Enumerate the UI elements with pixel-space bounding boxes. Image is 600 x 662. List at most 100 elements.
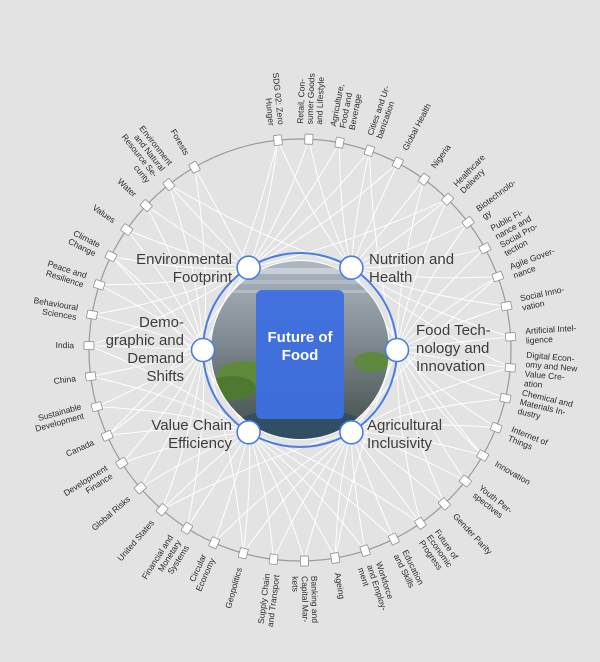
topic-retail-con-sumer-goods-and-lifestyle-marker[interactable]: [304, 133, 314, 145]
topic-china-marker[interactable]: [84, 371, 97, 382]
key-issue-value-chain-efficiency[interactable]: Value Chain Efficiency: [151, 417, 261, 452]
topic-internet-of-things-marker[interactable]: [489, 422, 503, 434]
topic-india-label[interactable]: India: [55, 340, 74, 350]
topic-climate-change-label[interactable]: ClimateChange: [67, 227, 103, 258]
topic-innovation-label[interactable]: Innovation: [493, 459, 532, 487]
topic-label-line: Artificial Intel-: [525, 323, 577, 336]
topic-retail-con-sumer-goods-and-lifestyle-label[interactable]: Retail, Con-sumer Goodsand Lifestyle: [295, 73, 326, 125]
key-issue-environmental-footprint[interactable]: Environmental Footprint: [136, 251, 261, 286]
topic-global-health-label[interactable]: Global Health: [400, 102, 433, 153]
key-issue-node[interactable]: [236, 255, 261, 281]
topic-ageing-label[interactable]: Ageing: [333, 572, 347, 600]
topic-chemical-and-materials-in-dustry-label[interactable]: Chemical andMaterials In-dustry: [517, 387, 574, 427]
topic-supply-chain-and-transport-marker[interactable]: [268, 553, 279, 566]
topic-education-and-skills-label[interactable]: Educationand Skills: [392, 548, 426, 591]
topic-workforce-and-employ-ment-label[interactable]: Workforceand Employ-ment: [356, 560, 398, 615]
topic-agile-gover-nance-marker[interactable]: [491, 270, 504, 283]
key-issue-label[interactable]: Value Chain Efficiency: [151, 417, 232, 452]
topic-circular-economy-label[interactable]: CircularEconomy: [185, 552, 218, 593]
topic-geopolitics-label[interactable]: Geopolitics: [223, 566, 244, 609]
topic-chemical-and-materials-in-dustry-marker[interactable]: [499, 392, 512, 404]
topic-workforce-and-employ-ment-marker[interactable]: [359, 544, 371, 557]
topic-sustainable-development-label[interactable]: SustainableDevelopment: [31, 401, 86, 434]
topic-financial-and-monetary-systems-label[interactable]: Financial andMonetarySystems: [140, 532, 192, 591]
topic-artificial-intel-ligence-label[interactable]: Artificial Intel-ligence: [525, 323, 577, 346]
topic-behavioural-sciences-label[interactable]: BehaviouralSciences: [31, 295, 79, 322]
topic-india-marker[interactable]: [83, 341, 95, 351]
topic-digital-econ-omy-and-new-value-cre-ation-label[interactable]: Digital Econ-omy and NewValue Cre-ation: [524, 350, 580, 393]
topic-cities-and-ur-banization-marker[interactable]: [363, 144, 375, 157]
topic-china-label[interactable]: China: [53, 373, 77, 386]
topic-behavioural-sciences-marker[interactable]: [86, 309, 98, 320]
topic-forests-marker[interactable]: [188, 160, 201, 174]
topic-social-inno-vation-label[interactable]: Social Inno-vation: [519, 284, 567, 313]
key-issue-node[interactable]: [339, 255, 364, 281]
topic-banking-and-capital-mar-kets-label[interactable]: Banking andCapital Mar-kets: [290, 576, 320, 624]
topic-global-risks-marker[interactable]: [133, 481, 147, 495]
key-issue-demographic-and-demand-shifts[interactable]: Demo-graphic and Demand Shifts: [106, 314, 216, 385]
topic-nigeria-label[interactable]: Nigeria: [429, 142, 453, 170]
topic-artificial-intel-ligence-marker[interactable]: [505, 332, 517, 342]
key-issue-node[interactable]: [384, 337, 410, 363]
topic-development-finance-label[interactable]: DevelopmentFinance: [62, 462, 115, 506]
topic-values-marker[interactable]: [120, 223, 134, 236]
topic-healthcare-delivery-label[interactable]: HealthcareDelivery: [451, 152, 494, 195]
topic-public-fi-nance-and-social-pro-tection-marker[interactable]: [478, 242, 492, 255]
topic-agriculture-food-and-beverage-marker[interactable]: [334, 136, 345, 149]
topic-youth-per-spectives-marker[interactable]: [459, 474, 472, 488]
connection-line: [303, 432, 352, 562]
topic-sustainable-development-marker[interactable]: [90, 401, 103, 413]
topic-united-states-label[interactable]: United States: [115, 518, 156, 563]
topic-internet-of-things-label[interactable]: Internet ofThings: [506, 424, 549, 457]
topic-social-inno-vation-marker[interactable]: [500, 300, 513, 312]
key-issue-food-technology-and-innovation[interactable]: Food Tech-nology and Innovation: [384, 322, 491, 375]
topic-canada-label[interactable]: Canada: [64, 437, 96, 458]
topic-circular-economy-marker[interactable]: [208, 536, 220, 550]
topic-public-fi-nance-and-social-pro-tection-label[interactable]: Public Fi-nance andSocial Pro-tection: [489, 204, 544, 258]
topic-sdg-02-zero-hunger-marker[interactable]: [273, 134, 283, 146]
topic-education-and-skills-marker[interactable]: [387, 532, 400, 546]
key-issue-node[interactable]: [236, 419, 261, 445]
key-issue-node[interactable]: [339, 419, 364, 445]
topic-peace-and-resilience-marker[interactable]: [93, 279, 106, 291]
key-issue-node[interactable]: [190, 337, 216, 363]
topic-water-marker[interactable]: [139, 199, 153, 212]
topic-environment-and-natural-resource-se-curity-label[interactable]: Environmentand NaturalResource Se-curity: [112, 120, 175, 186]
key-issue-label[interactable]: Nutrition and Health: [369, 251, 454, 286]
topic-forests-label[interactable]: Forests: [168, 127, 191, 157]
connection-line: [186, 349, 205, 529]
topic-biotechnolo-gy-marker[interactable]: [461, 216, 475, 229]
topic-environment-and-natural-resource-se-curity-marker[interactable]: [162, 178, 176, 191]
topic-agriculture-food-and-beverage-label[interactable]: Agriculture,Food andBeverage: [328, 83, 365, 131]
topic-sdg-02-zero-hunger-label[interactable]: SDG 02: ZeroHunger: [261, 72, 286, 126]
topic-innovation-marker[interactable]: [476, 449, 490, 462]
topic-nigeria-marker[interactable]: [417, 172, 431, 186]
topic-future-of-economic-progress-label[interactable]: Future ofEconomicProgress: [417, 527, 463, 575]
topic-youth-per-spectives-label[interactable]: Youth Per-spectives: [471, 483, 515, 523]
key-issue-nutrition-and-health[interactable]: Nutrition and Health: [339, 251, 454, 286]
topic-climate-change-marker[interactable]: [104, 250, 118, 263]
topic-cities-and-ur-banization-label[interactable]: Cities and Ur-banization: [365, 84, 401, 140]
topic-geopolitics-marker[interactable]: [237, 547, 249, 560]
topic-canada-marker[interactable]: [100, 430, 114, 442]
topic-global-health-marker[interactable]: [391, 156, 404, 170]
topic-development-finance-marker[interactable]: [115, 457, 129, 470]
key-issue-label[interactable]: Agricultural Inclusivity: [367, 417, 442, 452]
topic-ageing-marker[interactable]: [330, 552, 341, 564]
topic-supply-chain-and-transport-label[interactable]: Supply Chainand Transport: [255, 572, 282, 628]
topic-united-states-marker[interactable]: [155, 503, 169, 517]
topic-banking-and-capital-mar-kets-marker[interactable]: [299, 555, 309, 567]
key-issue-label[interactable]: Demo-graphic and Demand Shifts: [106, 314, 184, 385]
topic-peace-and-resilience-label[interactable]: Peace andResilience: [43, 258, 89, 289]
topic-values-label[interactable]: Values: [91, 202, 118, 225]
topic-healthcare-delivery-marker[interactable]: [441, 192, 454, 206]
topic-future-of-economic-progress-marker[interactable]: [414, 516, 427, 530]
topic-financial-and-monetary-systems-marker[interactable]: [180, 521, 193, 535]
topic-digital-econ-omy-and-new-value-cre-ation-marker[interactable]: [504, 362, 516, 373]
topic-gender-parity-marker[interactable]: [438, 497, 451, 511]
key-issue-agricultural-inclusivity[interactable]: Agricultural Inclusivity: [339, 417, 442, 452]
topic-water-label[interactable]: Water: [116, 176, 139, 199]
topic-global-risks-label[interactable]: Global Risks: [90, 494, 133, 533]
key-issue-label[interactable]: Food Tech-nology and Innovation: [416, 322, 491, 375]
key-issue-label[interactable]: Environmental Footprint: [136, 251, 233, 286]
